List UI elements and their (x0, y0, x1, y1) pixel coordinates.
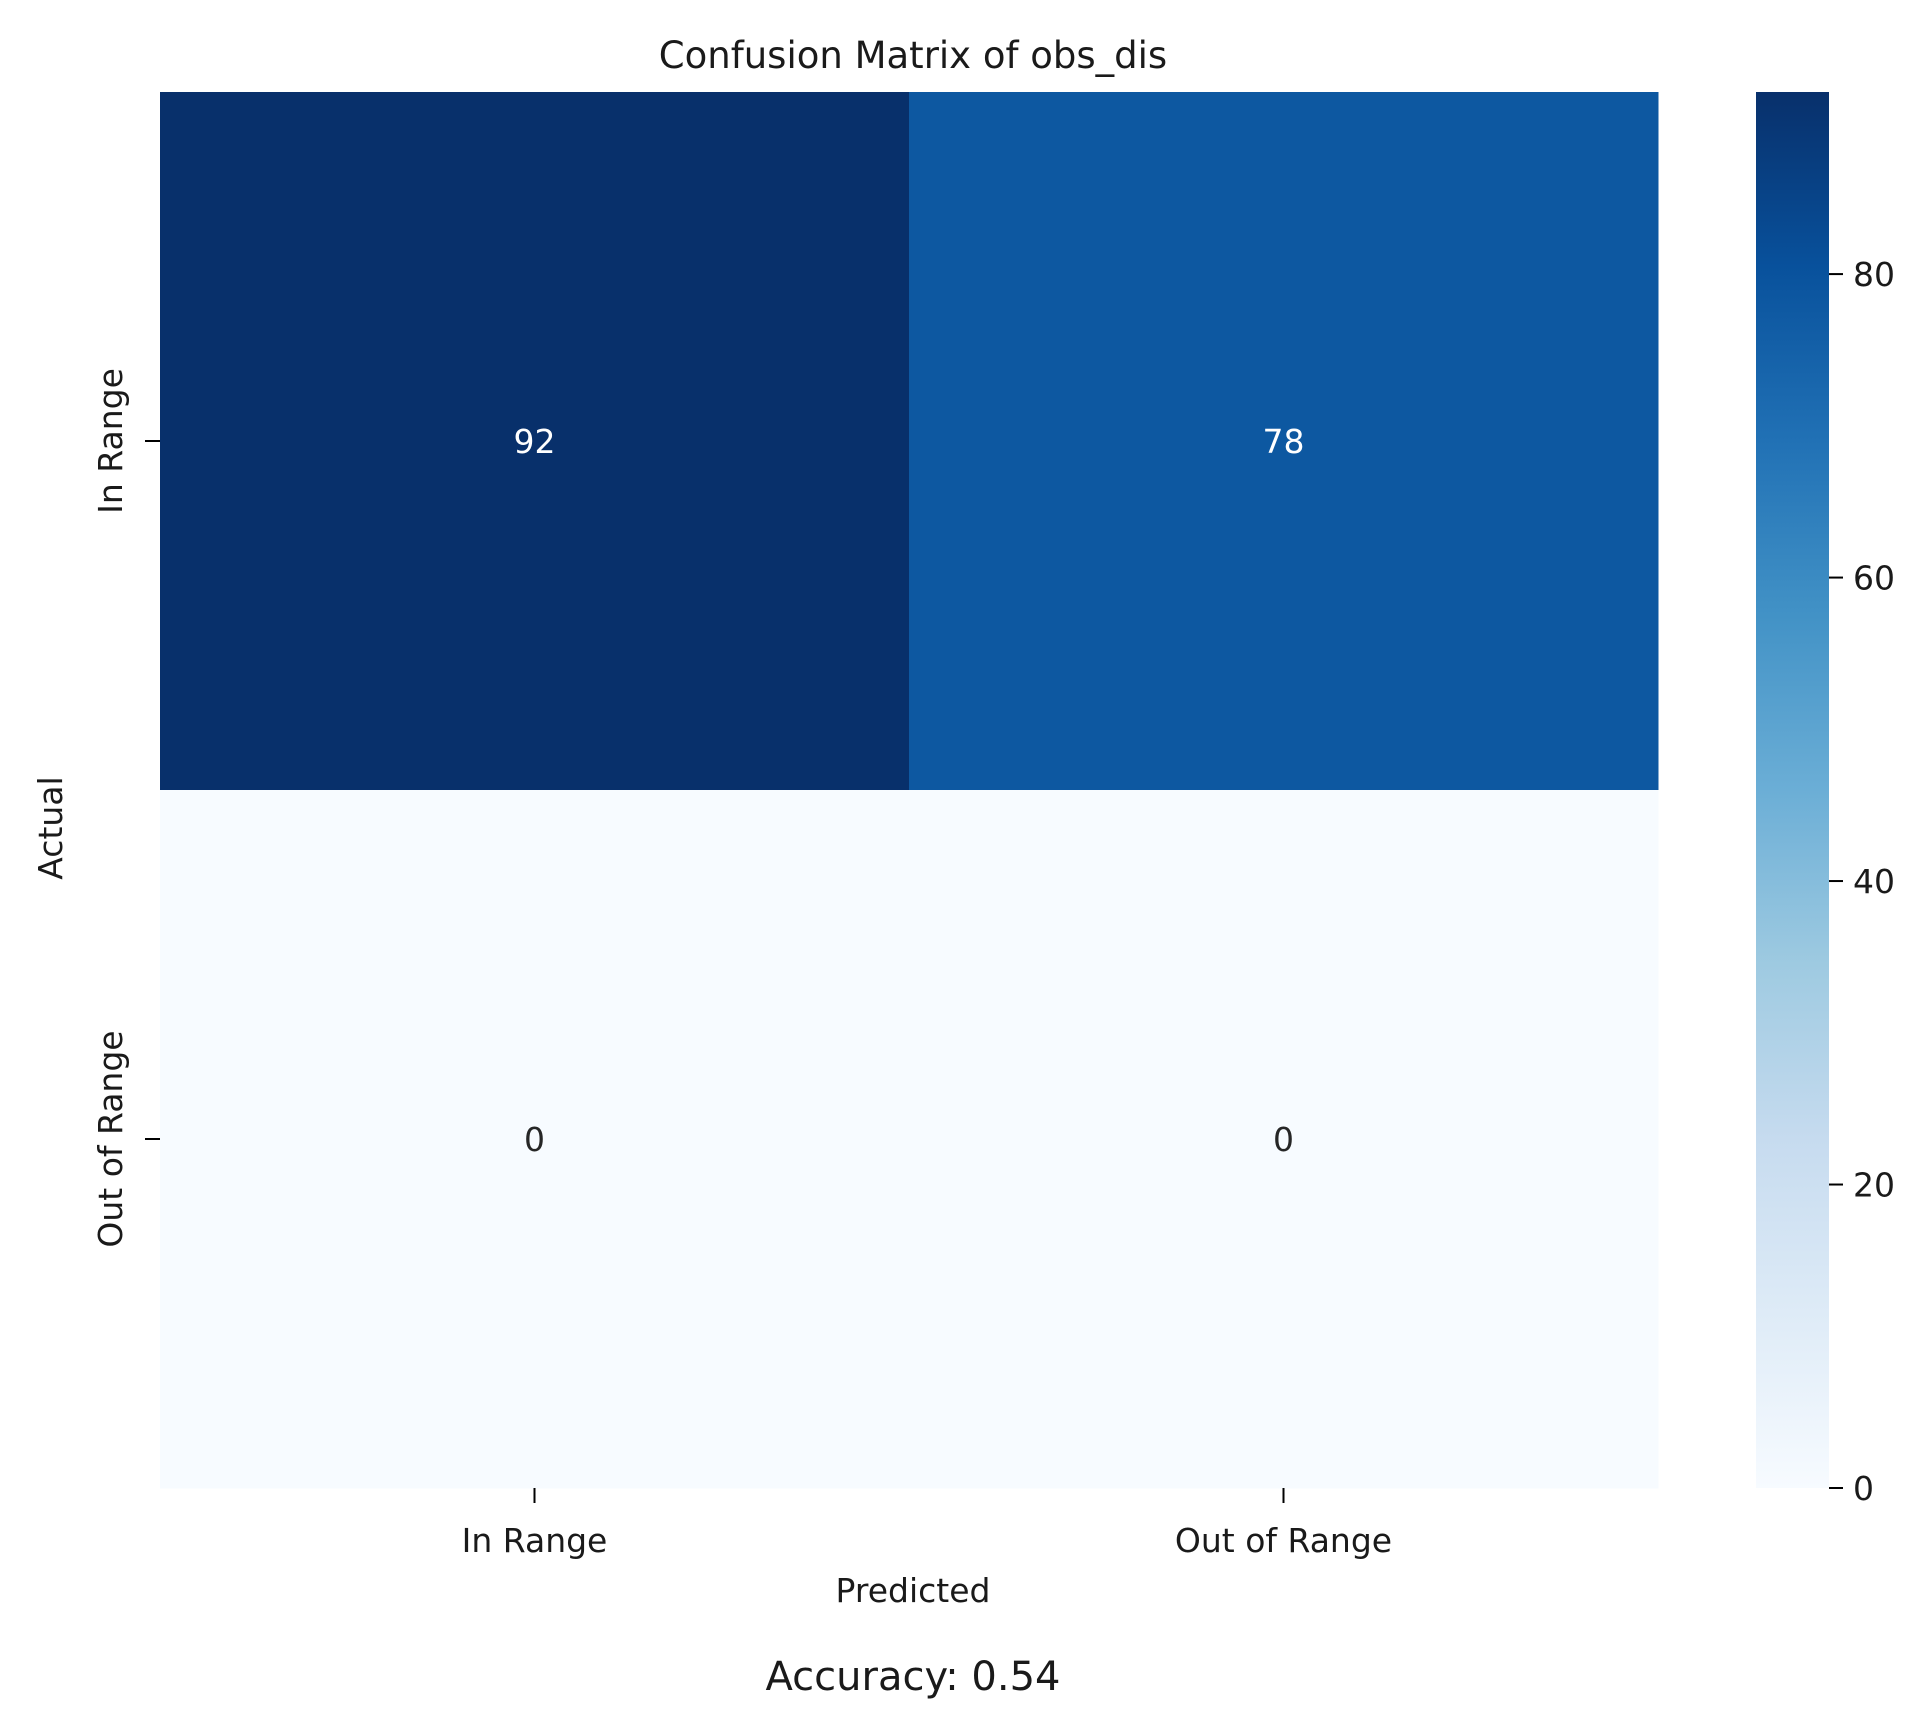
y-axis: In Range Out of Range (91, 368, 160, 1248)
y-tick-label-0: In Range (91, 368, 130, 514)
y-axis-label: Actual (31, 776, 70, 879)
colorbar-tick-label-2: 40 (1853, 862, 1895, 901)
cell-value-r0-c0: 92 (514, 422, 556, 461)
y-tick-label-1: Out of Range (91, 1030, 130, 1247)
colorbar-tick-label-0: 0 (1853, 1469, 1874, 1508)
colorbar-tick-label-4: 80 (1853, 255, 1895, 294)
accuracy-footer: Accuracy: 0.54 (766, 1654, 1061, 1700)
heatmap-cell-r1-c0 (160, 790, 910, 1489)
colorbar (1756, 92, 1829, 1488)
colorbar-tick-label-1: 20 (1853, 1166, 1895, 1205)
x-tick-label-0: In Range (462, 1521, 608, 1560)
cell-value-r1-c1: 0 (1273, 1120, 1294, 1159)
cell-value-r0-c1: 78 (1263, 422, 1305, 461)
heatmap-cell-r1-c1 (909, 790, 1659, 1489)
colorbar-ticks: 0 20 40 60 80 (1829, 255, 1895, 1508)
heatmap-cell-r0-c0 (160, 92, 910, 791)
x-axis-label: Predicted (836, 1571, 991, 1610)
cell-value-r1-c0: 0 (524, 1120, 545, 1159)
colorbar-tick-label-3: 60 (1853, 559, 1895, 598)
chart-title: Confusion Matrix of obs_dis (659, 34, 1167, 77)
heatmap-cell-r0-c1 (909, 92, 1659, 791)
heatmap-cell-labels: 92 78 0 0 (514, 422, 1305, 1159)
x-tick-label-1: Out of Range (1175, 1521, 1392, 1560)
x-axis: In Range Out of Range (462, 1488, 1392, 1560)
heatmap-cells (160, 92, 1659, 1489)
